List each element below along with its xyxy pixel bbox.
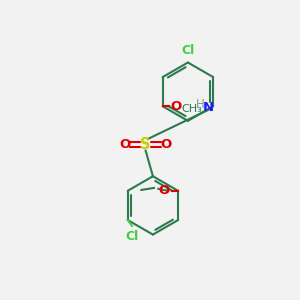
Text: CH₃: CH₃ xyxy=(182,103,203,114)
Text: O: O xyxy=(159,184,170,197)
Text: N: N xyxy=(202,101,214,114)
Text: Cl: Cl xyxy=(125,230,139,243)
Text: Cl: Cl xyxy=(181,44,194,57)
Text: S: S xyxy=(140,137,151,152)
Text: O: O xyxy=(120,138,131,151)
Text: H: H xyxy=(195,98,204,111)
Text: O: O xyxy=(160,138,172,151)
Text: O: O xyxy=(170,100,181,113)
